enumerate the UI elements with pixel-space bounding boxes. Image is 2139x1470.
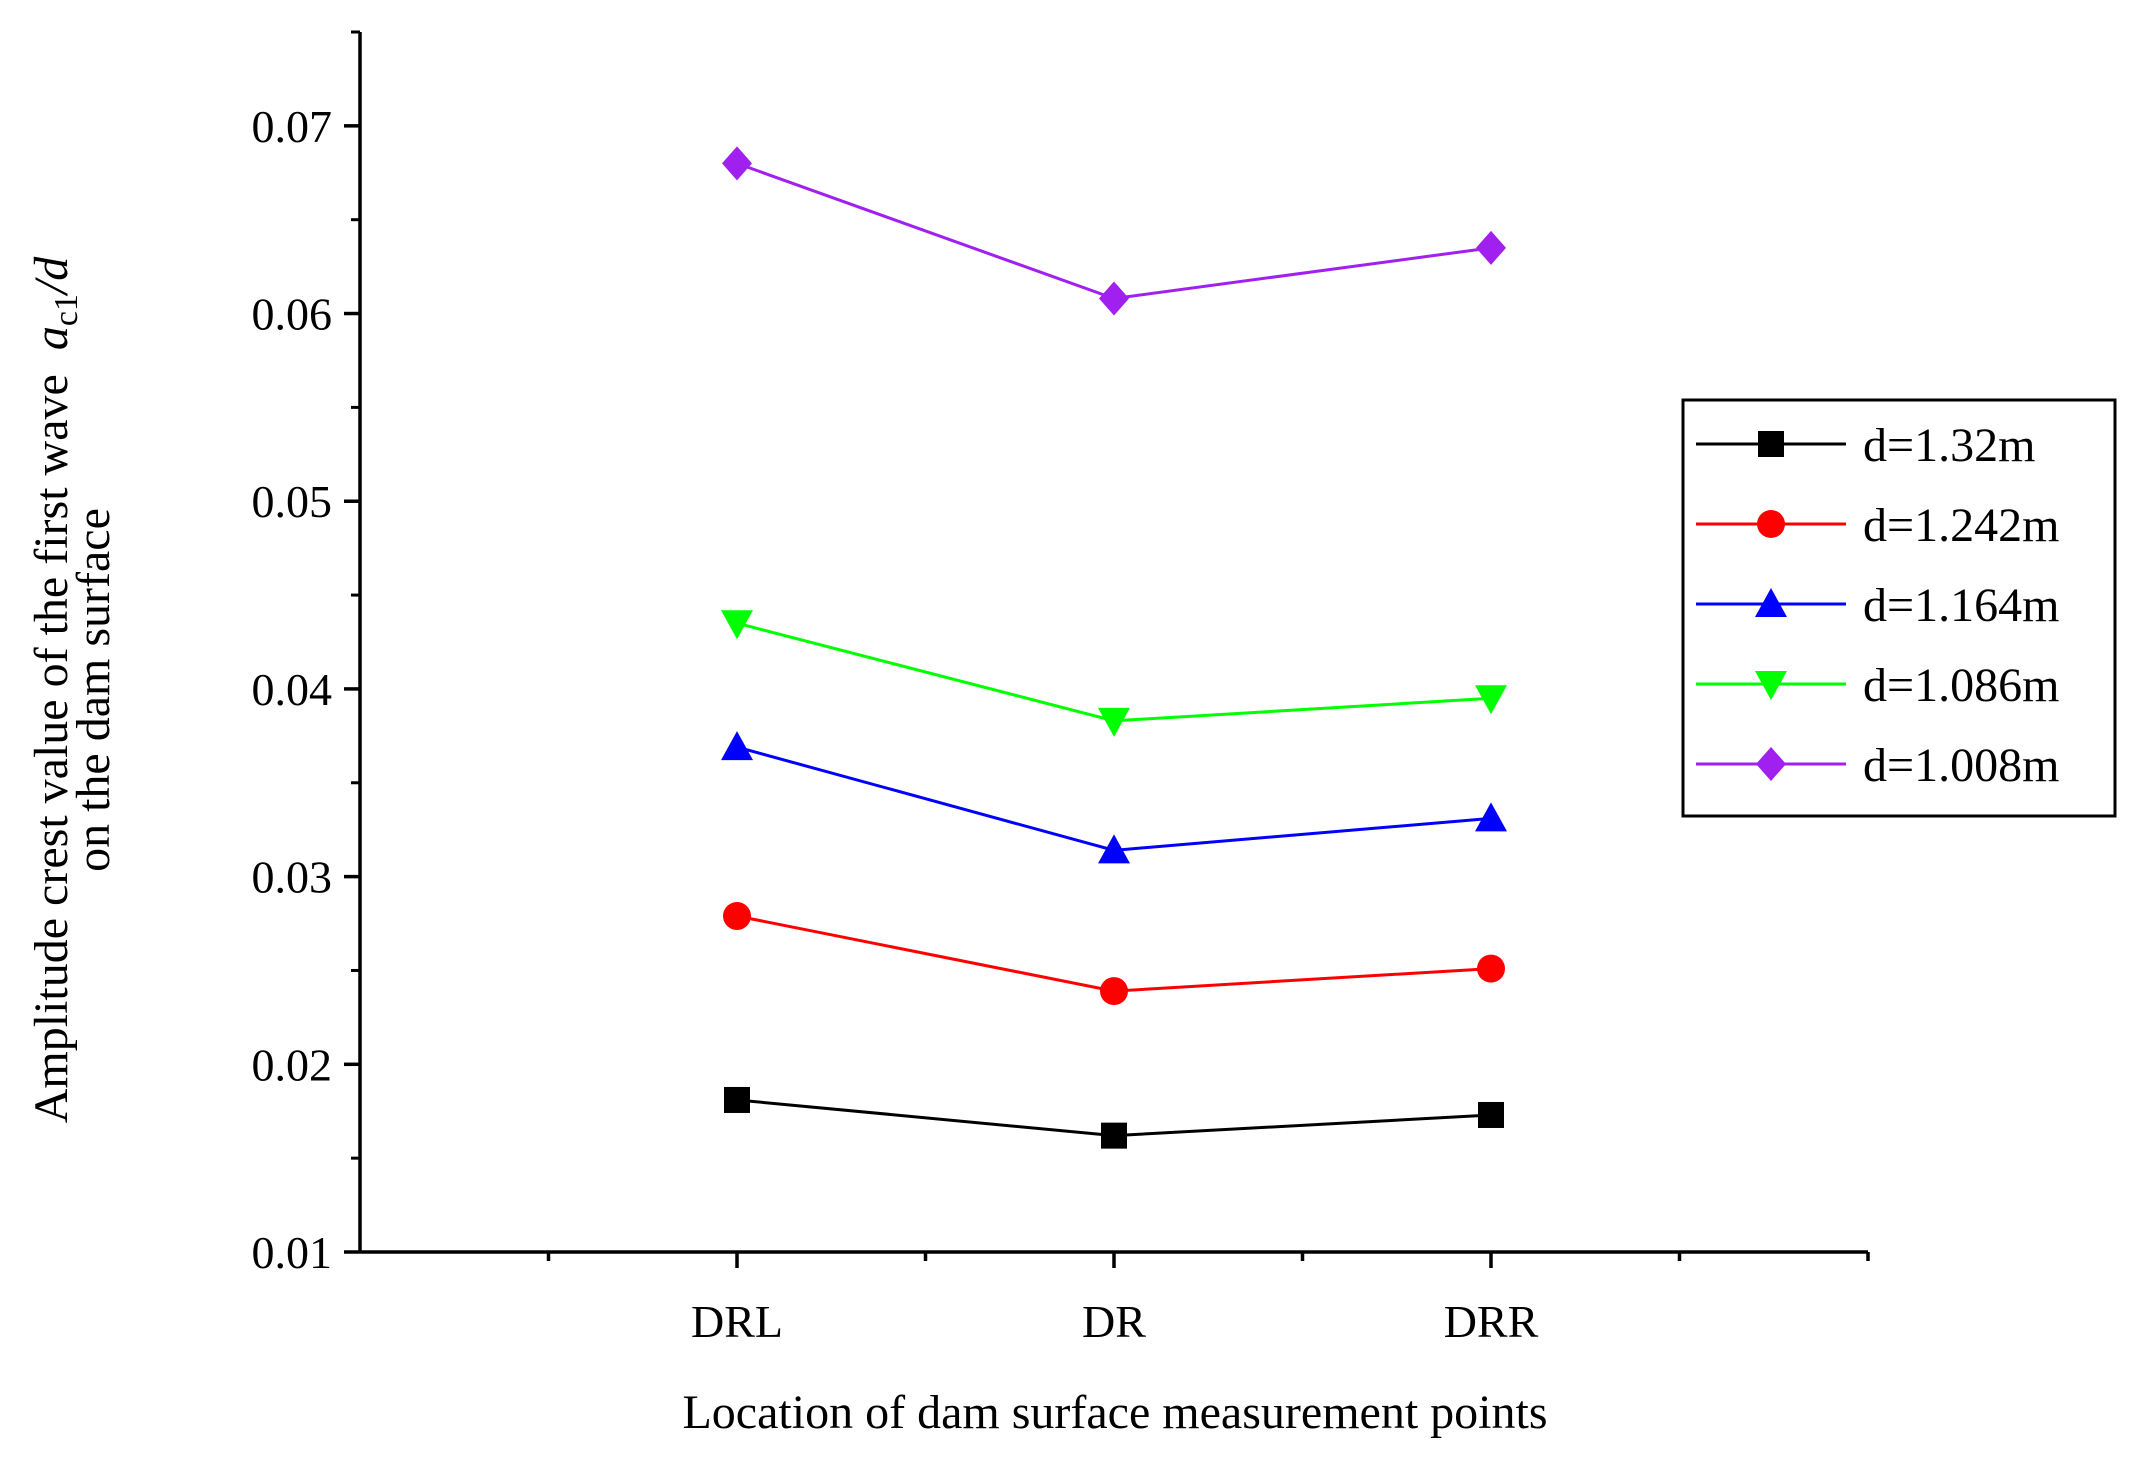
x-axis-title: Location of dam surface measurement poin… bbox=[682, 1386, 1547, 1439]
series-line bbox=[736, 161, 1492, 301]
data-point bbox=[1100, 977, 1128, 1006]
series-3 bbox=[721, 610, 1507, 737]
x-tick-label: DR bbox=[1082, 1296, 1146, 1347]
y-tick-label: 0.05 bbox=[252, 476, 333, 527]
series-4 bbox=[722, 146, 1506, 316]
data-point bbox=[1476, 230, 1506, 265]
data-point bbox=[721, 610, 753, 640]
series-0 bbox=[724, 1086, 1504, 1149]
y-tick-label: 0.02 bbox=[252, 1039, 333, 1090]
svg-text:Amplitude crest value of the f: Amplitude crest value of the first wave a… bbox=[25, 256, 85, 1124]
legend-item: d=1.164m bbox=[1696, 579, 2059, 632]
data-point bbox=[1475, 685, 1507, 715]
legend-box bbox=[1681, 398, 2117, 818]
legend-marker bbox=[1758, 431, 1784, 457]
y-axis-title-denominator: /d bbox=[25, 256, 78, 297]
y-axis-title-line2: on the dam surface bbox=[67, 508, 120, 872]
data-point bbox=[724, 1086, 750, 1113]
legend-label: d=1.008m bbox=[1863, 739, 2059, 792]
y-axis-title-symbol: a bbox=[25, 326, 78, 350]
y-tick-label: 0.03 bbox=[252, 852, 333, 903]
legend-marker bbox=[1757, 510, 1785, 538]
legend-label: d=1.086m bbox=[1863, 659, 2059, 712]
legend-item: d=1.242m bbox=[1696, 499, 2059, 552]
x-tick-label: DRR bbox=[1444, 1296, 1539, 1347]
data-point bbox=[1478, 1101, 1504, 1128]
y-axis-title: Amplitude crest value of the first wave a… bbox=[25, 256, 120, 1124]
legend-marker bbox=[1755, 671, 1787, 700]
series-line bbox=[736, 621, 1492, 723]
legend-item: d=1.086m bbox=[1696, 659, 2059, 712]
series-1 bbox=[723, 902, 1505, 1006]
data-point bbox=[723, 902, 751, 931]
series-2 bbox=[721, 731, 1507, 864]
legend-item: d=1.008m bbox=[1696, 739, 2059, 792]
series-layer bbox=[721, 146, 1507, 1149]
legend-label: d=1.32m bbox=[1863, 419, 2035, 472]
legend-item: d=1.32m bbox=[1696, 419, 2035, 472]
x-tick-label: DRL bbox=[691, 1296, 783, 1347]
legend-label: d=1.164m bbox=[1863, 579, 2059, 632]
data-point bbox=[1101, 1122, 1127, 1149]
y-axis-title-line1: Amplitude crest value of the first wave bbox=[25, 374, 78, 1123]
data-point bbox=[1098, 834, 1130, 864]
y-tick-label: 0.06 bbox=[252, 289, 333, 340]
y-tick-label: 0.07 bbox=[252, 101, 333, 152]
axes bbox=[344, 30, 1870, 1268]
legend-label: d=1.242m bbox=[1863, 499, 2059, 552]
tick-labels: 0.01 0.02 0.03 0.04 0.05 0.06 0.07 DRL DR DRR bbox=[252, 101, 1539, 1347]
data-point bbox=[1475, 802, 1507, 832]
data-point bbox=[1099, 281, 1129, 316]
legend-marker bbox=[1756, 747, 1786, 781]
data-point bbox=[721, 731, 753, 761]
legend-marker bbox=[1755, 588, 1787, 617]
data-point bbox=[722, 146, 752, 181]
data-point bbox=[1098, 707, 1130, 737]
data-point bbox=[1477, 954, 1505, 983]
legend: d=1.32m d=1.242m d=1.164m d=1.086m d=1.008m bbox=[1681, 398, 2117, 818]
y-tick-label: 0.01 bbox=[252, 1227, 333, 1278]
y-axis-title-subscript: c1 bbox=[48, 294, 85, 326]
y-tick-label: 0.04 bbox=[252, 664, 333, 715]
